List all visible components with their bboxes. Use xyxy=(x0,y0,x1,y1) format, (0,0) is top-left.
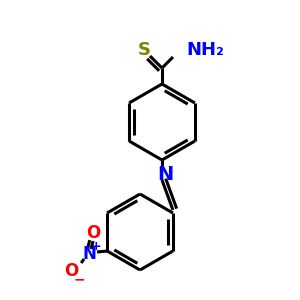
Text: +: + xyxy=(91,241,101,254)
Text: NH₂: NH₂ xyxy=(186,41,224,59)
Text: O: O xyxy=(86,224,100,242)
Text: N: N xyxy=(82,245,96,263)
Text: S: S xyxy=(137,41,151,59)
Text: −: − xyxy=(73,272,85,286)
Text: O: O xyxy=(64,262,78,280)
Text: N: N xyxy=(157,164,173,184)
